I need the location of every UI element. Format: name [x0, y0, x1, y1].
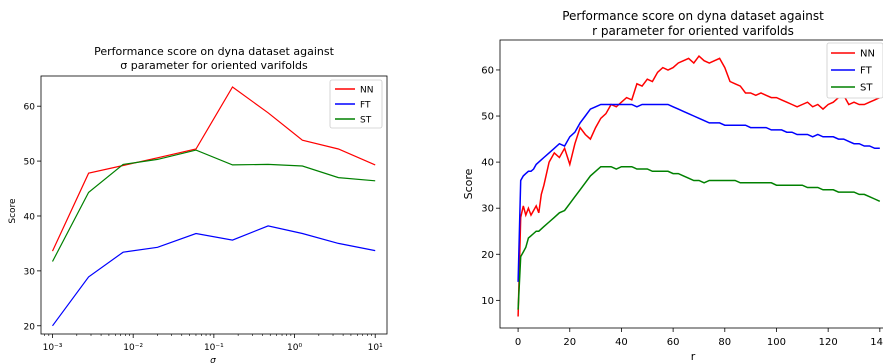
x-tick-label: 10⁻³: [43, 343, 63, 353]
x-tick-label: 10¹: [368, 343, 383, 353]
left-chart: Performance score on dyna dataset agains…: [8, 45, 388, 363]
left-axis-ticks: 10⁻³ 10⁻² 10⁻¹ 10⁰ 10¹ 20 30 40 50 60: [24, 103, 384, 353]
series-line-nn: [517, 54, 881, 317]
x-tick-label: 10⁻²: [123, 343, 143, 353]
series-line-ft: [517, 103, 880, 282]
right-x-axis-label: r: [691, 350, 696, 363]
legend-label-st: ST: [360, 116, 372, 126]
right-y-axis-label: Score: [462, 168, 475, 199]
x-tick-label: 100: [767, 337, 786, 348]
right-chart: Performance score on dyna dataset agains…: [462, 9, 883, 363]
y-tick-label: 40: [24, 212, 36, 222]
x-tick-label: 40: [615, 337, 628, 348]
y-tick-label: 60: [24, 103, 36, 113]
series-line-st: [517, 165, 881, 310]
y-tick-label: 20: [481, 250, 494, 261]
left-legend: NN FT ST: [329, 79, 383, 129]
y-tick-label: 30: [24, 267, 36, 277]
x-tick-label: 10⁰: [287, 343, 302, 353]
y-tick-label: 20: [24, 322, 36, 332]
left-x-axis-label: σ: [210, 356, 216, 363]
legend-label-ft: FT: [860, 66, 873, 77]
left-y-axis-label: Score: [8, 198, 18, 224]
y-tick-label: 50: [481, 112, 494, 123]
legend-label-nn: NN: [360, 86, 373, 96]
right-axis-ticks: 0 20 40 60 80 100 120 140 10 20 30 40 50 60: [481, 65, 883, 348]
y-tick-label: 40: [481, 158, 494, 169]
right-chart-title-line-1: Performance score on dyna dataset agains…: [562, 9, 824, 23]
y-tick-label: 30: [481, 204, 494, 215]
series-line-ft: [52, 225, 376, 327]
y-tick-label: 60: [481, 65, 494, 76]
right-chart-title-line-2: r parameter for oriented varifolds: [592, 24, 794, 38]
x-tick-label: 20: [563, 337, 576, 348]
left-chart-title-line-2: σ parameter for oriented varifolds: [120, 59, 308, 72]
legend-label-ft: FT: [360, 101, 371, 111]
series-line-st: [51, 149, 376, 262]
x-tick-label: 80: [718, 337, 731, 348]
right-legend: NN FT ST: [826, 42, 883, 99]
legend-label-st: ST: [860, 83, 873, 94]
series-line-nn: [51, 86, 376, 252]
x-tick-label: 0: [515, 337, 521, 348]
right-plot-frame: [499, 39, 883, 329]
x-tick-label: 120: [819, 337, 838, 348]
legend-label-nn: NN: [860, 49, 875, 60]
left-chart-title-line-1: Performance score on dyna dataset agains…: [94, 45, 334, 58]
left-legend-box: [329, 79, 383, 129]
x-tick-label: 60: [667, 337, 680, 348]
y-tick-label: 50: [24, 158, 36, 168]
y-tick-label: 10: [481, 296, 494, 307]
right-plot-area: [517, 54, 881, 317]
x-tick-label: 10⁻¹: [204, 343, 224, 353]
left-plot-area: [51, 86, 376, 327]
x-tick-label: 140: [870, 337, 883, 348]
